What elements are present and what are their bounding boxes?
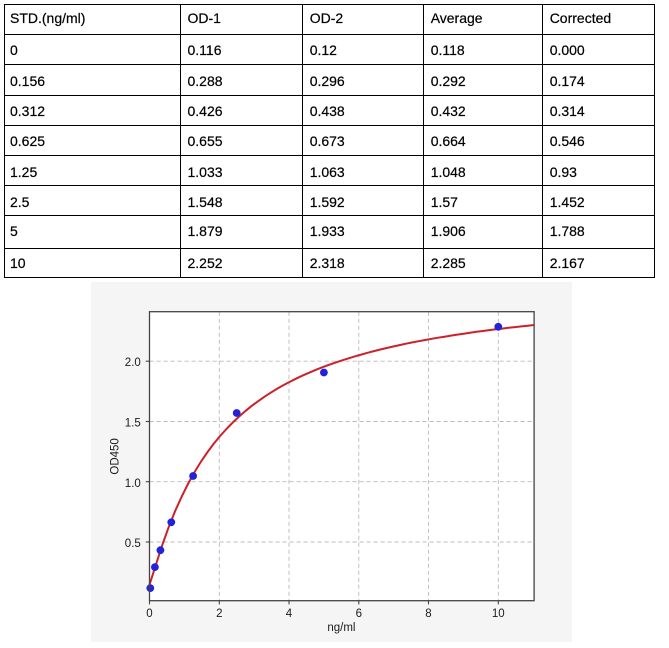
svg-text:8: 8	[425, 608, 431, 620]
svg-text:6: 6	[356, 608, 362, 620]
svg-text:1.0: 1.0	[125, 478, 141, 490]
svg-text:10: 10	[492, 608, 505, 620]
svg-text:2: 2	[216, 608, 222, 620]
svg-text:1.5: 1.5	[125, 418, 141, 430]
svg-text:4: 4	[286, 608, 293, 620]
svg-text:ng/ml: ng/ml	[327, 622, 355, 634]
svg-text:OD450: OD450	[110, 438, 122, 474]
svg-text:0.5: 0.5	[125, 538, 141, 550]
svg-text:2.0: 2.0	[125, 357, 141, 369]
svg-text:0: 0	[146, 608, 152, 620]
